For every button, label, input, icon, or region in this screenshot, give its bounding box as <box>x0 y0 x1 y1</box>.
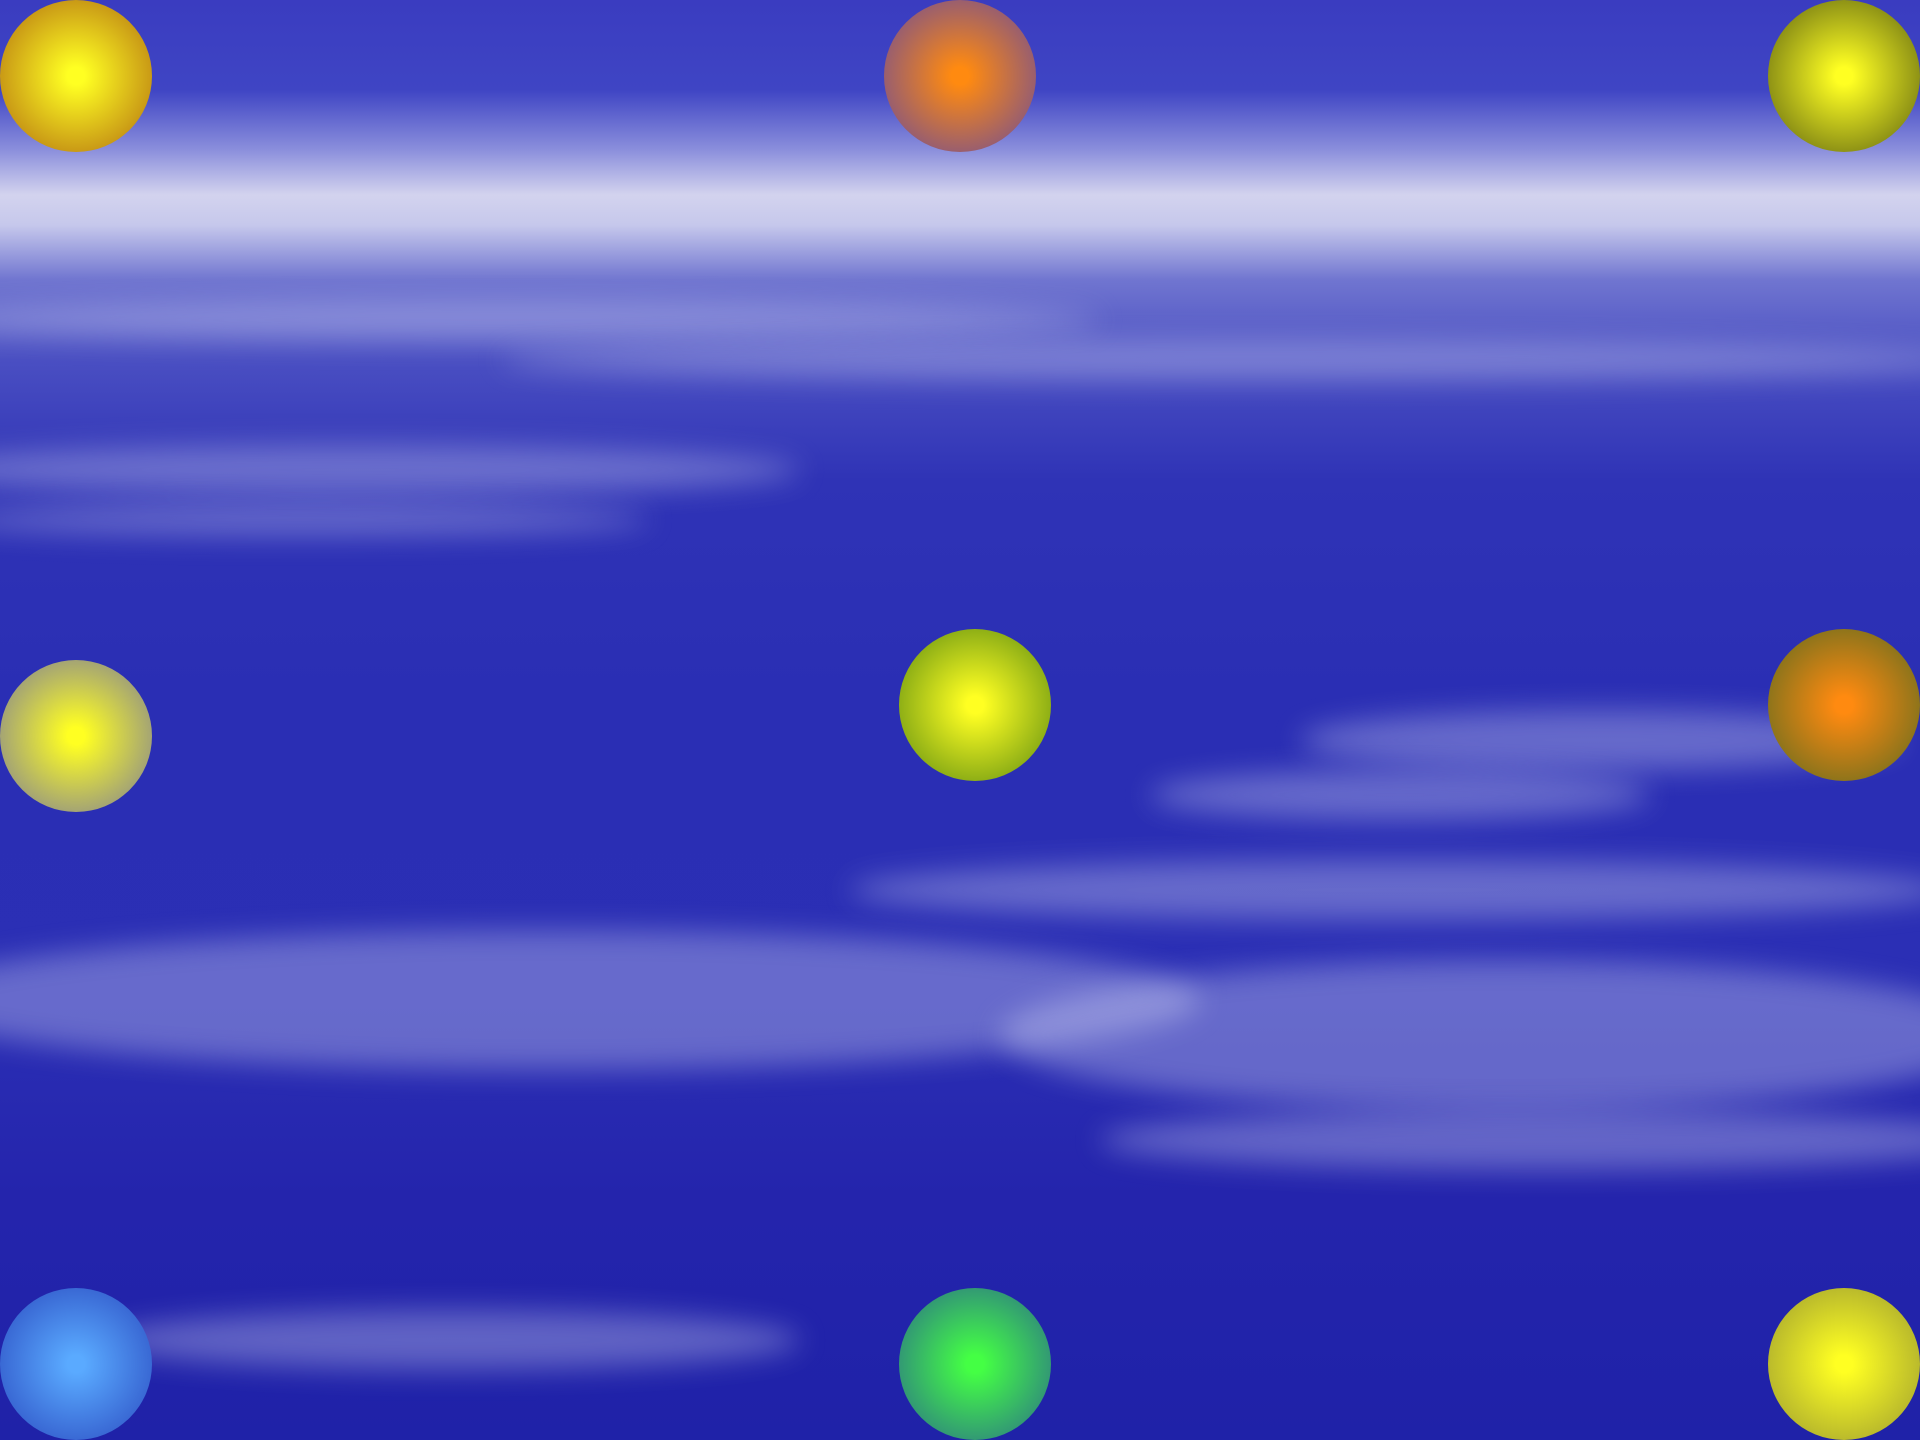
orb-bottom-right[interactable] <box>1768 1288 1920 1440</box>
orb-middle-right[interactable] <box>1768 629 1920 781</box>
cloud-streak <box>0 930 1200 1070</box>
orb-icon <box>0 0 152 152</box>
orb-icon <box>899 1288 1051 1440</box>
cloud-streak <box>850 860 1920 920</box>
orb-middle-center[interactable] <box>899 629 1051 781</box>
orb-icon <box>0 660 152 812</box>
orb-icon <box>1768 1288 1920 1440</box>
orb-icon <box>1768 0 1920 152</box>
cloud-streak <box>100 1310 800 1370</box>
orb-top-left[interactable] <box>0 0 152 152</box>
orb-bottom-center[interactable] <box>899 1288 1051 1440</box>
cloud-streak <box>0 300 1100 340</box>
orb-top-right[interactable] <box>1768 0 1920 152</box>
orb-icon <box>0 1288 152 1440</box>
cloud-streak <box>500 340 1920 380</box>
orb-icon <box>899 629 1051 781</box>
orb-middle-left[interactable] <box>0 660 152 812</box>
orb-bottom-left[interactable] <box>0 1288 152 1440</box>
cloud-streak <box>0 505 650 535</box>
cloud-streak <box>1150 770 1650 820</box>
cloud-streak <box>1100 1110 1920 1170</box>
orb-top-center[interactable] <box>884 0 1036 152</box>
cloud-streak <box>1000 960 1920 1110</box>
orb-icon <box>884 0 1036 152</box>
orb-icon <box>1768 629 1920 781</box>
cloud-streak <box>0 445 800 495</box>
